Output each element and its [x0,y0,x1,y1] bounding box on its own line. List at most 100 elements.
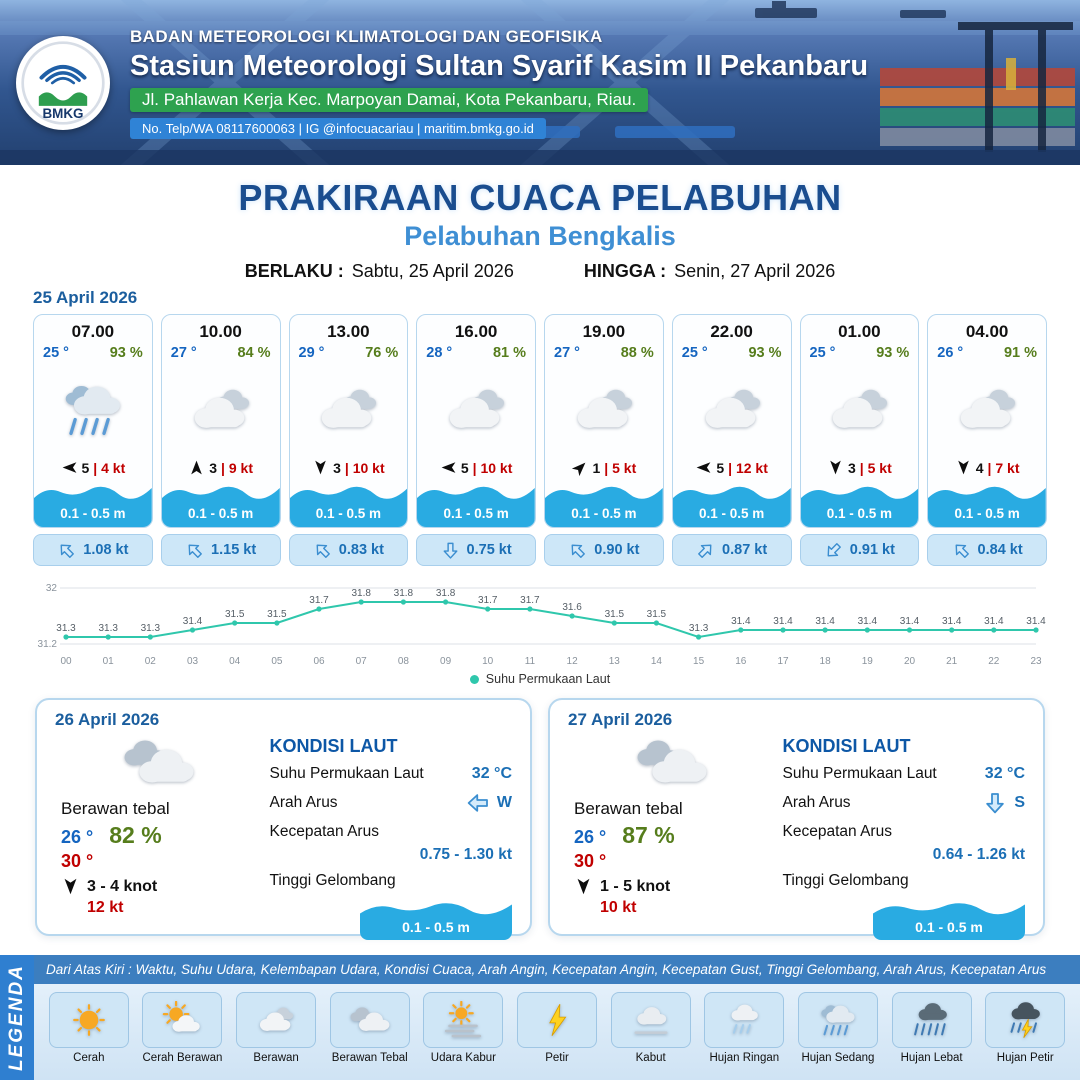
wave-shape [289,486,408,527]
svg-text:31.5: 31.5 [605,609,625,620]
legend-item-label: Kabut [635,1052,666,1064]
wind-row: 5 | 10 kt [417,459,535,481]
agency-name: BADAN METEOROLOGI KLIMATOLOGI DAN GEOFIS… [130,26,603,46]
daily-condition: Berawan tebal [61,799,170,818]
cerah-icon [48,992,129,1048]
daily-forecast-card: 27 April 2026 Berawan tebal 26 ° 87 % 30… [548,698,1045,940]
svg-text:31.3: 31.3 [141,623,161,634]
svg-text:12: 12 [567,656,579,667]
legend-item-label: Berawan [253,1052,299,1064]
time-label: 07.00 [71,322,115,341]
current-speed-value: 1.08 kt [83,542,129,558]
wave-height-band: 0.1 - 0.5 m [34,481,152,527]
forecast-card-main: 13.00 29 ° 76 % 3 | 10 kt 0.1 - 0.5 m [288,314,409,528]
port-illustration [0,0,1080,165]
current-row: 0.90 kt [544,534,664,566]
humidity-value: 93 % [109,345,143,361]
berawan-tebal-icon [329,992,410,1048]
daily-wind-range: 1 - 5 knot [600,877,671,895]
berawan-icon [673,361,791,459]
temperature-value: 28 ° [426,345,453,361]
time-label: 22.00 [710,322,753,341]
wave-height-value: 0.1 - 0.5 m [915,919,983,935]
current-speed-value: 0.84 kt [977,542,1023,558]
svg-text:01: 01 [103,656,115,667]
validity-row: BERLAKU : Sabtu, 25 April 2026 HINGGA : Se… [0,261,1080,282]
daily-temp-max: 30 ° [574,851,607,871]
wave-height-value: 0.1 - 0.5 m [443,506,509,521]
svg-text:31.7: 31.7 [309,595,329,606]
temp-humidity-row: 27 ° 84 % [162,342,280,361]
page-title: PRAKIRAAN CUACA PELABUHAN [238,177,842,218]
current-speed-value: 0.87 kt [722,542,768,558]
sst-chart-section: 32 31.2 31.3 00 31.3 01 31.3 02 31.4 03 31.5 04 31.5… [0,566,1080,686]
sea-conditions-heading: KONDISI LAUT [269,736,398,756]
svg-text:23: 23 [1030,656,1042,667]
header: BMKG BADAN METEOROLOGI KLIMATOLOGI DAN G… [0,0,1080,165]
wind-speed-value: 1 [592,459,601,476]
daily-weather-summary: Berawan tebal 26 ° 87 % 30 ° 1 - 5 knot … [568,730,771,940]
title-block: PRAKIRAAN CUACA PELABUHAN Pelabuhan Beng… [0,165,1080,282]
legend-item-label: Berawan Tebal [331,1052,408,1064]
wind-direction-arrow-icon [571,459,589,477]
bmkg-logo-icon: BMKG [21,40,105,125]
svg-text:31.7: 31.7 [520,595,540,606]
temp-humidity-row: 29 ° 76 % [290,342,408,361]
legend-item: Hujan Sedang [793,992,883,1064]
wind-gust-value: | 4 kt [93,459,126,476]
hujan-sedang-icon [34,361,152,459]
wind-row: 5 | 4 kt [34,459,152,481]
forecast-cards-row: 07.00 25 ° 93 % 5 | 4 kt 0.1 - 0.5 m 1.0… [33,314,1047,566]
current-speed-range: 0.75 - 1.30 kt [419,846,512,863]
wave-height-value: 0.1 - 0.5 m [954,506,1020,521]
forecast-card: 16.00 28 ° 81 % 5 | 10 kt 0.1 - 0.5 m 0.… [416,314,536,566]
sst-label: Suhu Permukaan Laut [269,765,424,782]
current-row: 1.15 kt [160,534,281,566]
berawan-icon [545,361,663,459]
current-direction-arrow-icon [57,541,76,560]
kabut-icon [610,992,691,1048]
current-direction-arrow-icon [441,541,460,560]
wind-gust-value: | 10 kt [344,459,385,476]
hujan-lebat-icon [891,992,972,1048]
current-speed-label: Kecepatan Arus [269,823,379,840]
current-direction-value: S [1014,794,1025,811]
wave-shape [800,486,919,527]
daily-condition: Berawan tebal [574,799,683,818]
wind-gust-value: | 5 kt [604,459,637,476]
wave-height-band: 0.1 - 0.5 m [360,898,512,940]
legend-main: Dari Atas Kiri : Waktu, Suhu Udara, Kele… [34,955,1080,1080]
svg-text:13: 13 [609,656,621,667]
svg-text:05: 05 [271,656,283,667]
wave-shape [672,486,791,527]
current-direction-arrow-icon [313,541,332,560]
svg-text:11: 11 [525,656,536,667]
svg-text:31.4: 31.4 [773,616,793,627]
current-speed-value: 0.83 kt [338,542,384,558]
berawan-tebal-icon [109,730,209,801]
legend-item-label: Cerah [73,1052,105,1064]
legend-note: Dari Atas Kiri : Waktu, Suhu Udara, Kele… [34,955,1080,984]
svg-text:31.4: 31.4 [858,616,878,627]
chart-legend-dot-icon [469,674,479,684]
legend-item: Cerah Berawan [138,992,228,1064]
wave-shape [873,903,1025,940]
temp-humidity-row: 25 ° 93 % [673,342,791,361]
berlaku-label: BERLAKU : [244,261,344,281]
wind-gust-value: | 7 kt [987,459,1020,476]
hujan-petir-icon [985,992,1066,1048]
svg-text:08: 08 [398,656,410,667]
wind-row: 5 | 12 kt [673,459,791,481]
temperature-value: 25 ° [809,345,836,361]
current-speed-value: 0.75 kt [466,542,512,558]
wind-speed-value: 3 [333,459,341,476]
current-direction-arrow-icon [466,791,490,815]
temp-humidity-row: 28 ° 81 % [417,342,535,361]
wind-gust-value: | 10 kt [472,459,513,476]
wave-shape [34,486,152,527]
wave-shape [928,486,1046,527]
daily-wind-row: 3 - 4 knot [61,877,157,896]
svg-text:20: 20 [904,656,916,667]
time-label: 01.00 [838,322,881,341]
